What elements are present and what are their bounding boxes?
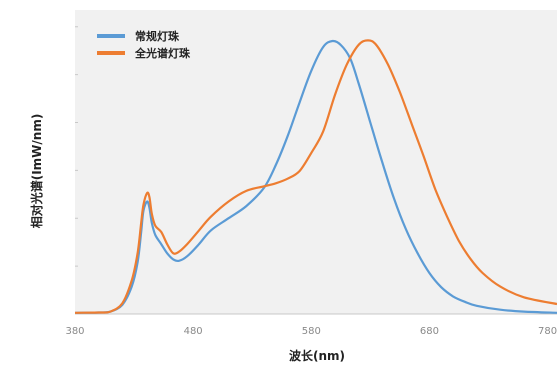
- x-axis-title: 波长(nm): [289, 348, 345, 363]
- x-tick-label: 780: [538, 326, 557, 337]
- series-line-2: [74, 39, 557, 314]
- legend-label-2: 全光谱灯珠: [134, 46, 191, 60]
- x-tick-label: 680: [420, 326, 439, 337]
- x-tick-label: 580: [302, 326, 321, 337]
- x-tick-label: 380: [65, 326, 84, 337]
- legend-label-1: 常规灯珠: [135, 29, 180, 43]
- y-axis-title: 相对光谱(ImW/nm): [29, 114, 44, 229]
- x-tick-label: 480: [184, 326, 203, 337]
- x-axis-tick-labels: 380 480 580 680 780: [65, 326, 557, 337]
- series-layer: [74, 39, 557, 314]
